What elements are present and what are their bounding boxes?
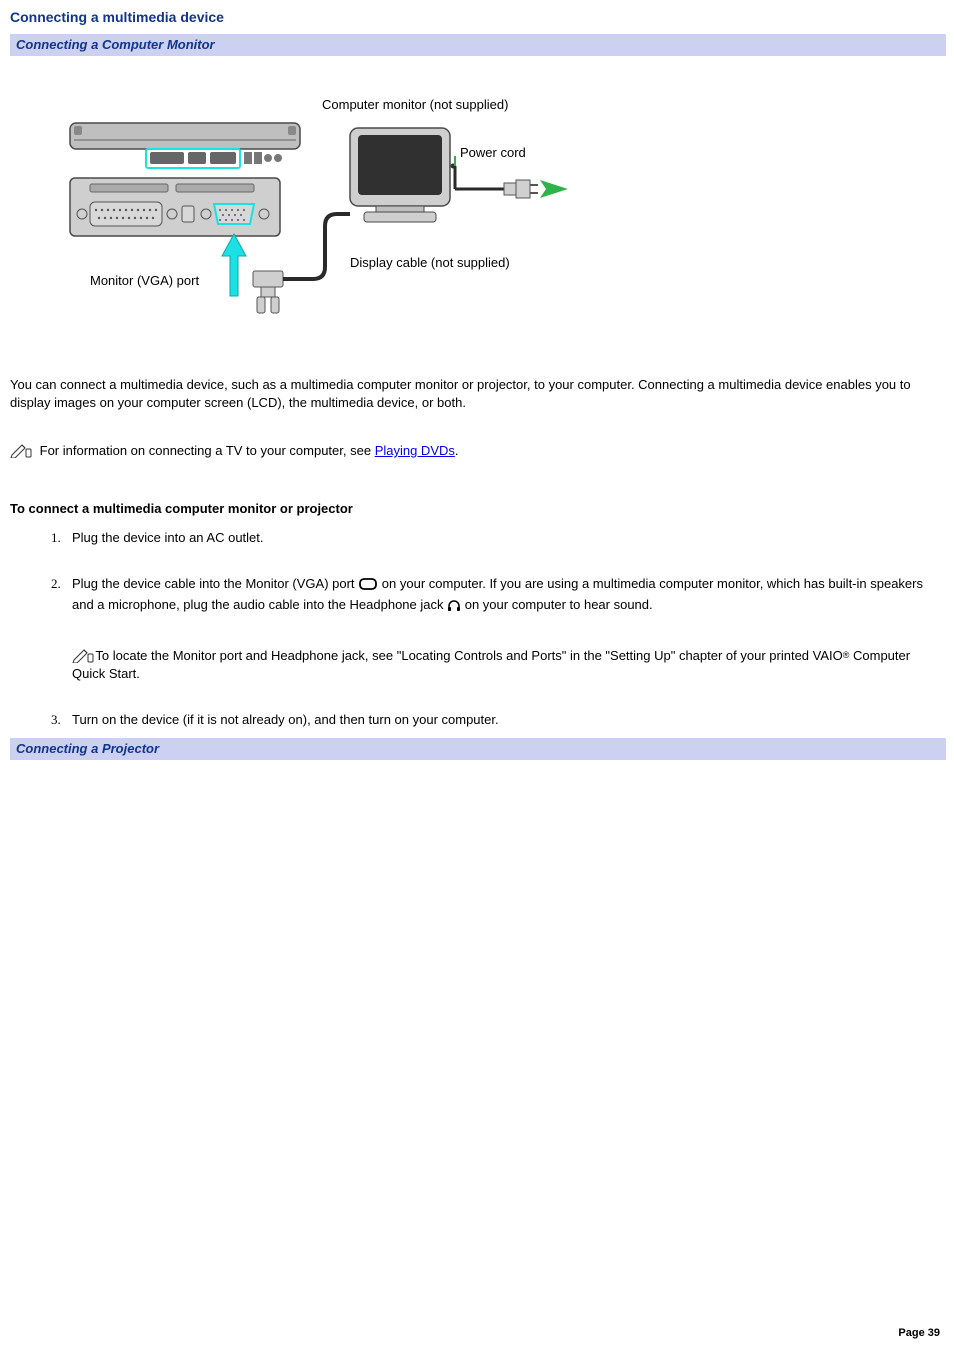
- page-number: Page 39: [898, 1326, 940, 1341]
- tv-note-prefix: For information on connecting a TV to yo…: [40, 443, 375, 458]
- tv-note-suffix: .: [455, 443, 459, 458]
- step-2-note: To locate the Monitor port and Headphone…: [72, 647, 946, 683]
- step-3: Turn on the device (if it is not already…: [64, 711, 946, 729]
- playing-dvds-link[interactable]: Playing DVDs: [375, 443, 455, 458]
- step-2: Plug the device cable into the Monitor (…: [64, 575, 946, 684]
- section-bar-monitor: Connecting a Computer Monitor: [10, 34, 946, 56]
- diagram-label-display-cable: Display cable (not supplied): [350, 254, 510, 272]
- section-bar-projector: Connecting a Projector: [10, 738, 946, 760]
- intro-paragraph: You can connect a multimedia device, suc…: [10, 376, 946, 412]
- pencil-icon: [72, 648, 92, 663]
- vga-port-icon: [358, 577, 378, 596]
- diagram-label-power: Power cord: [460, 144, 526, 162]
- diagram-label-vga: Monitor (VGA) port: [90, 272, 199, 290]
- headphone-icon: [447, 598, 461, 617]
- step-1: Plug the device into an AC outlet.: [64, 529, 946, 547]
- steps-list: Plug the device into an AC outlet. Plug …: [10, 529, 946, 730]
- step-2-a: Plug the device cable into the Monitor (…: [72, 576, 358, 591]
- tv-note: For information on connecting a TV to yo…: [10, 442, 946, 460]
- step-2-note-a: To locate the Monitor port and Headphone…: [92, 648, 843, 663]
- page-title: Connecting a multimedia device: [10, 8, 946, 28]
- steps-heading: To connect a multimedia computer monitor…: [10, 500, 946, 518]
- diagram-label-monitor: Computer monitor (not supplied): [322, 96, 508, 114]
- pencil-icon: [10, 443, 30, 458]
- connection-diagram: Computer monitor (not supplied) Power co…: [60, 96, 620, 326]
- step-2-c: on your computer to hear sound.: [465, 597, 653, 612]
